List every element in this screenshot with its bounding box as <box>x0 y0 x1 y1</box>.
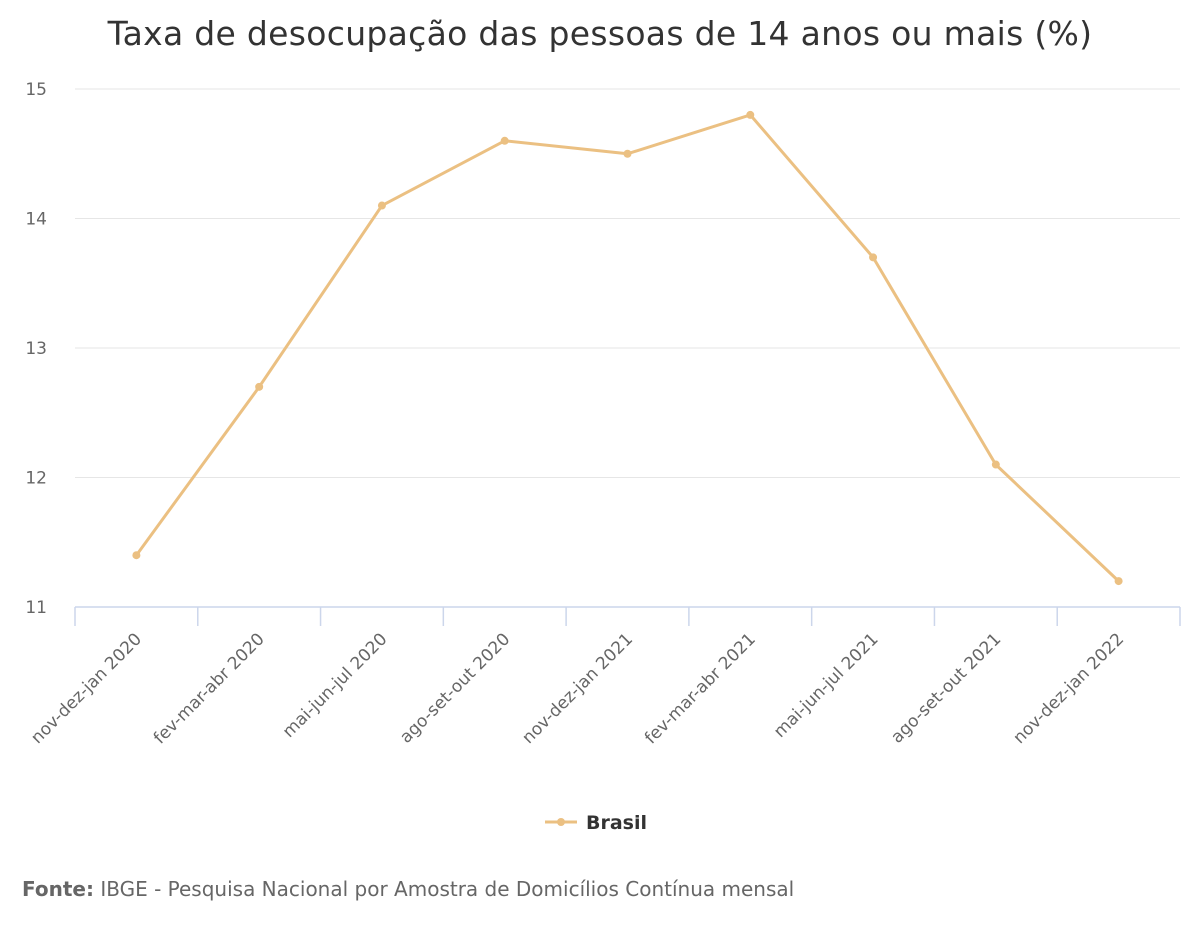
x-tick-label: mai-jun-jul 2021 <box>770 629 883 742</box>
data-point[interactable] <box>869 253 878 262</box>
data-point[interactable] <box>255 382 264 391</box>
x-axis <box>74 606 1181 626</box>
x-tick-label: mai-jun-jul 2020 <box>279 629 392 742</box>
data-point[interactable] <box>991 460 1000 469</box>
data-point[interactable] <box>746 110 755 119</box>
legend-symbol-marker <box>557 818 565 826</box>
y-tick-label: 15 <box>25 80 47 100</box>
x-axis-labels: nov-dez-jan 2020 fev-mar-abr 2020 mai-jun-… <box>27 629 1128 748</box>
source-note: Fonte: IBGE - Pesquisa Nacional por Amos… <box>22 877 794 901</box>
data-point[interactable] <box>500 136 509 145</box>
x-tick-label: nov-dez-jan 2020 <box>27 629 146 748</box>
series-brasil[interactable] <box>132 110 1123 586</box>
y-tick-label: 13 <box>25 339 47 359</box>
legend-label-brasil[interactable]: Brasil <box>586 812 647 834</box>
data-point[interactable] <box>1114 577 1123 586</box>
x-tick-label: fev-mar-abr 2021 <box>641 629 760 748</box>
data-point[interactable] <box>377 201 386 210</box>
x-tick-label: nov-dez-jan 2021 <box>518 629 637 748</box>
source-label: Fonte: <box>22 877 94 901</box>
x-tick-label: ago-set-out 2020 <box>396 629 514 747</box>
x-tick-label: nov-dez-jan 2022 <box>1009 629 1128 748</box>
source-text: IBGE - Pesquisa Nacional por Amostra de … <box>100 877 795 901</box>
data-point[interactable] <box>623 149 632 158</box>
data-point[interactable] <box>132 551 141 560</box>
y-tick-label: 14 <box>25 210 47 230</box>
y-tick-label: 11 <box>25 598 47 618</box>
x-tick-label: fev-mar-abr 2020 <box>150 629 269 748</box>
chart-title: Taxa de desocupação das pessoas de 14 an… <box>107 14 1093 53</box>
gridlines <box>75 88 1180 478</box>
y-tick-label: 12 <box>25 469 47 489</box>
y-axis-labels: 11 12 13 14 15 <box>25 80 47 618</box>
x-tick-label: ago-set-out 2021 <box>887 629 1005 747</box>
legend[interactable]: Brasil <box>545 812 647 834</box>
